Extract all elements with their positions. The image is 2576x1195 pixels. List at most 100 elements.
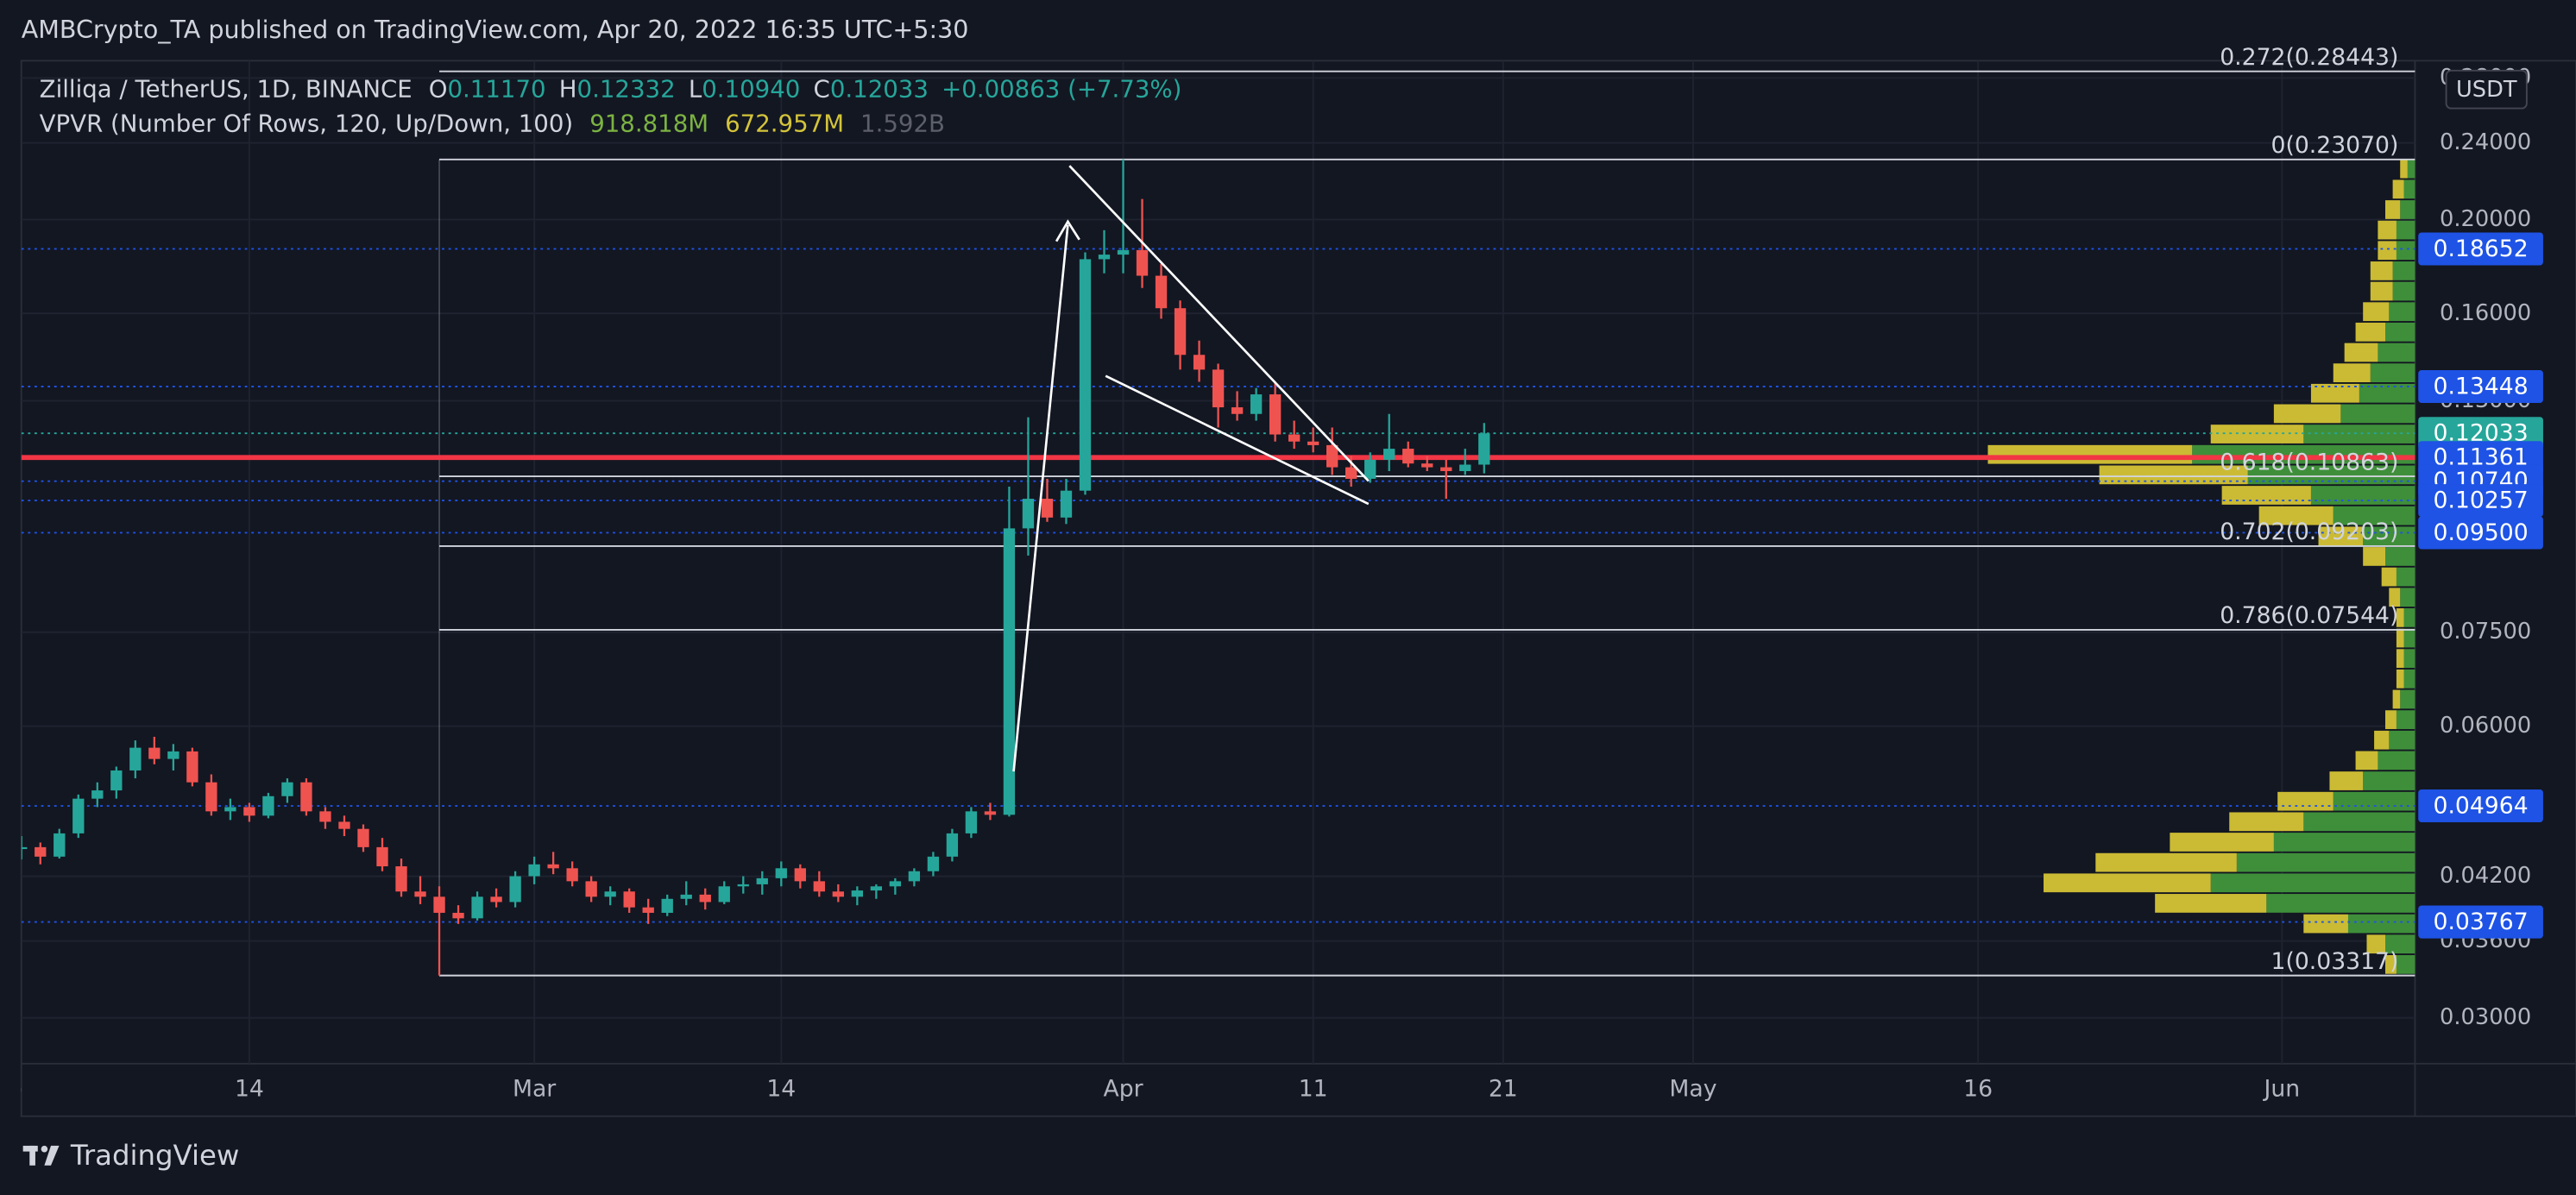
candle-body [376, 846, 388, 867]
volume-down [2366, 934, 2386, 954]
volume-up [2396, 220, 2415, 240]
x-tick-label: Jun [2263, 1076, 2301, 1103]
volume-down [2370, 281, 2393, 301]
volume-up [2407, 159, 2415, 179]
candle-body [433, 896, 445, 913]
candle-body [604, 891, 616, 897]
candle-body [148, 747, 161, 759]
volume-down [2385, 710, 2396, 729]
volume-down [2310, 383, 2359, 403]
candle-body [547, 864, 559, 869]
ohlc-key: C [814, 75, 830, 104]
candle-body [870, 886, 883, 891]
volume-down [2170, 833, 2274, 852]
price-label: 0.18652 [2434, 236, 2529, 262]
price-label: 0.10257 [2434, 487, 2529, 514]
indicator-value: 1.592B [860, 110, 945, 138]
y-tick-label: 0.07500 [2440, 619, 2531, 645]
x-tick-label: May [1669, 1076, 1716, 1103]
volume-down [2258, 506, 2334, 525]
volume-up [2389, 730, 2415, 750]
volume-down [2385, 200, 2401, 219]
candle-body [908, 871, 921, 882]
volume-up [2378, 751, 2415, 770]
candle-body [224, 807, 236, 812]
x-tick-label: 16 [1963, 1076, 1993, 1103]
candle-body [167, 751, 180, 759]
candle-body [566, 868, 578, 882]
price-label-box [2418, 516, 2543, 550]
candle-body [1117, 249, 1130, 255]
volume-up [2403, 608, 2415, 627]
candle-body [623, 891, 635, 908]
volume-down [2155, 894, 2267, 913]
indicator-value: 918.818M [589, 110, 709, 138]
candle-body [281, 782, 293, 796]
candle-body [1231, 407, 1244, 414]
volume-up [2385, 547, 2415, 566]
candle-body [1459, 464, 1471, 471]
candle-body [1364, 459, 1376, 479]
volume-up [2363, 526, 2415, 546]
candle-body [680, 894, 692, 899]
volume-down [2363, 302, 2390, 322]
volume-up [2400, 588, 2415, 607]
candle-body [1041, 499, 1054, 518]
ohlc-value: 0.11170 [447, 75, 545, 104]
logo-dot [41, 1145, 48, 1153]
volume-up [2210, 873, 2415, 893]
price-label: 0.13448 [2434, 373, 2529, 399]
candle-body [205, 782, 217, 812]
volume-profile [1987, 159, 2415, 974]
candle-body [1345, 467, 1357, 479]
candle-body [1269, 394, 1282, 435]
ohlc-key: L [689, 75, 702, 104]
volume-down [2044, 873, 2211, 893]
arrow-head [1055, 219, 1080, 242]
volume-up [2400, 200, 2415, 219]
candle-body [243, 807, 255, 816]
candle-body [1212, 369, 1225, 408]
volume-up [2403, 179, 2415, 199]
volume-down [2396, 649, 2404, 669]
volume-up [2400, 689, 2415, 709]
volume-down [2396, 608, 2404, 627]
volume-down [2099, 465, 2248, 485]
candle-body [1193, 355, 1206, 370]
volume-down [2277, 791, 2334, 811]
volume-down [2095, 852, 2237, 872]
volume-down [2333, 363, 2371, 383]
candle-body [528, 864, 540, 877]
volume-up [2303, 425, 2415, 443]
volume-up [2333, 506, 2415, 525]
volume-up [2396, 567, 2415, 587]
candle-body [509, 876, 521, 903]
ohlc-value: 0.10940 [702, 75, 800, 104]
grid [21, 60, 2415, 1064]
fib-label: 0.618(0.10863) [2220, 449, 2398, 475]
logo-slash [44, 1145, 60, 1166]
candle-body [794, 868, 806, 882]
candle-body [319, 811, 331, 822]
volume-up [2359, 383, 2415, 403]
y-tick-label: 0.20000 [2440, 206, 2531, 232]
volume-down [2381, 567, 2396, 587]
currency-box [2445, 69, 2528, 110]
candle-body [1155, 275, 1168, 309]
x-tick-label: 21 [1489, 1076, 1518, 1103]
candle-body [110, 770, 123, 791]
price-label-box [2418, 789, 2543, 823]
volume-up [2385, 322, 2415, 342]
currency: USDT [2456, 77, 2517, 103]
volume-up [2403, 649, 2415, 669]
volume-up [2273, 833, 2415, 852]
indicator-name: VPVR (Number Of Rows, 120, Up/Down, 100) [40, 110, 573, 138]
volume-up [2310, 486, 2415, 505]
candle-body [927, 856, 940, 871]
volume-up [2370, 363, 2415, 383]
candle-body [452, 912, 464, 919]
x-tick-label: Mar [513, 1076, 556, 1103]
change: +0.00863 (+7.73%) [942, 75, 1181, 104]
